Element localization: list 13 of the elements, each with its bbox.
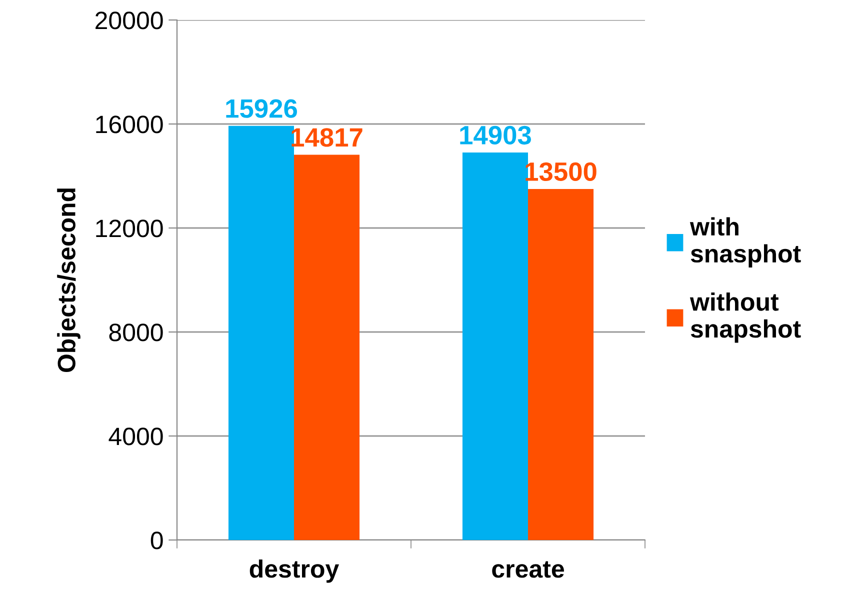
data-label: 15926 [226, 99, 297, 118]
y-tick-label: 4000 [108, 428, 163, 446]
x-tick-label: destroy [250, 559, 340, 583]
x-tick-label: create [492, 561, 564, 578]
y-tick-label: 20000 [96, 12, 163, 30]
y-tick-label: 0 [150, 532, 163, 550]
y-tick-label: 12000 [96, 220, 163, 238]
legend-label: without snapshot [690, 292, 801, 343]
y-axis-title: Objects/second [57, 188, 80, 372]
legend-label: with snasphot [690, 217, 801, 268]
data-label: 14903 [460, 126, 531, 145]
y-tick-label: 16000 [96, 116, 163, 134]
y-tick-label: 8000 [109, 324, 163, 342]
